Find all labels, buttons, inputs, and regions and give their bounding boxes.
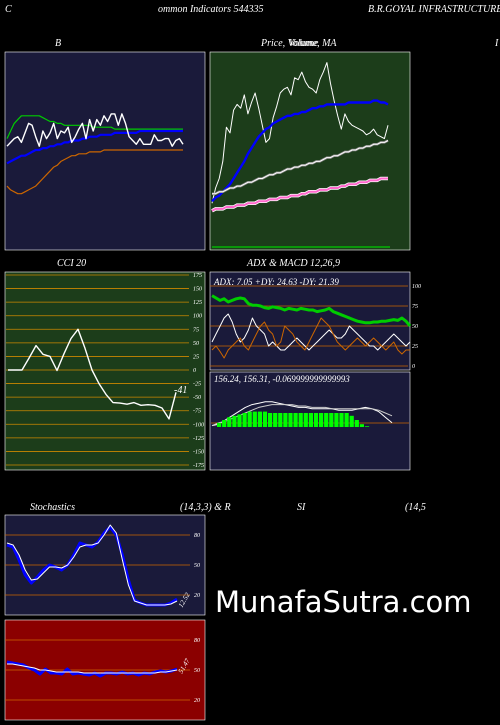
stoch-title-params: (14,3,3) & R [180, 502, 231, 513]
cci-tick-label: -125 [193, 436, 204, 442]
cci-tick-label: 150 [193, 287, 202, 293]
bb-price-line [6, 113, 184, 147]
adx-adx-line [211, 294, 412, 327]
macd-histogram-bar [364, 426, 370, 427]
stoch-tick-label: 20 [194, 593, 200, 599]
cci-value-label: -41 [174, 385, 187, 396]
macd-histogram-bar [262, 411, 268, 427]
adx-tick-label: 75 [412, 304, 418, 310]
stoch-tick-label: 80 [194, 533, 200, 539]
macd-histogram-bar [288, 413, 293, 427]
cci-tick-label: -150 [193, 449, 204, 455]
macd-histogram-bar [222, 420, 227, 427]
adx-values-text: ADX: 7.05 +DY: 24.63 -DY: 21.39 [213, 277, 339, 287]
macd-histogram-bar [313, 413, 319, 427]
adx-title: ADX & MACD 12,26,9 [247, 258, 341, 269]
cci-panel [4, 271, 206, 471]
rsi-rsi-line [6, 660, 178, 678]
rsi-title-params: (14,5 [405, 502, 426, 513]
cci-title: CCI 20 [57, 258, 87, 269]
macd-histogram-bar [293, 413, 298, 427]
cci-tick-label: 175 [193, 273, 202, 279]
header-left-label: C [5, 4, 12, 15]
price-ma_short-line [211, 99, 389, 203]
macd-histogram-bar [349, 415, 354, 427]
adx-tick-label: 100 [412, 284, 421, 290]
macd-histogram-bar [242, 413, 247, 427]
watermark: MunafaSutra.com [215, 585, 472, 619]
macd-histogram-bar [273, 413, 278, 427]
macd-histogram-bar [278, 413, 283, 427]
bb-lower-line [6, 149, 183, 195]
cci-tick-label: -100 [193, 422, 204, 428]
cci-tick-label: -25 [193, 382, 201, 388]
macd-histogram-bar [324, 413, 329, 427]
macd-histogram-bar [268, 413, 273, 427]
cci-tick-label: 100 [193, 314, 202, 320]
macd-histogram-bar [344, 413, 349, 427]
price-price-line [211, 62, 389, 204]
cci-tick-label: 75 [193, 327, 199, 333]
rsi-title: SI [297, 502, 306, 513]
macd-histogram-bar [319, 413, 324, 427]
macd-histogram-bar [232, 415, 237, 427]
macd-histogram-bar [339, 413, 344, 427]
stoch-title: Stochastics [30, 502, 75, 513]
macd-histogram-bar [247, 411, 252, 427]
rsi-rsi_w-line [7, 663, 178, 674]
macd-histogram-bar [354, 420, 359, 427]
macd-signal-line [211, 404, 393, 427]
cci-tick-label: -75 [193, 409, 201, 415]
price-title-overlay: Volume [289, 38, 319, 49]
macd-histogram-bar [308, 413, 313, 427]
cci-tick-label: 0 [193, 368, 196, 374]
macd-histogram-bar [217, 422, 222, 427]
rsi-tick-label: 50 [194, 668, 200, 674]
cci-tick-label: -175 [193, 463, 204, 469]
macd-histogram-bar [329, 413, 334, 427]
header-title: ommon Indicators 544335 [158, 4, 264, 15]
header-company: B.R.GOYAL INFRASTRUCTURE LIMI [368, 4, 500, 15]
adx-plus_di-line [211, 313, 411, 351]
macd-histogram-bar [257, 411, 262, 427]
price-title-right: I [495, 38, 499, 49]
macd-macd-line [211, 401, 393, 427]
macd-histogram-bar [227, 417, 232, 427]
price-title: Price, Volume, MA [261, 38, 337, 49]
cci-tick-label: 25 [193, 354, 199, 360]
macd-histogram-bar [359, 424, 364, 427]
adx-minus_di-line [211, 317, 410, 359]
macd-histogram-bar [252, 411, 257, 427]
adx-tick-label: 25 [412, 344, 418, 350]
bb-middle-line [6, 129, 183, 165]
macd-histogram-bar [237, 414, 242, 427]
cci-tick-label: 50 [193, 341, 199, 347]
adx-tick-label: 0 [412, 364, 415, 370]
adx-tick-label: 50 [412, 324, 418, 330]
macd-histogram-bar [303, 413, 308, 427]
price-ma_long-line [211, 177, 388, 212]
rsi-tick-label: 80 [194, 638, 200, 644]
bb-title: B [55, 38, 62, 49]
cci-tick-label: -50 [193, 395, 201, 401]
price-ma_mid-line [212, 140, 389, 195]
cci-cci-line [8, 328, 177, 420]
macd-histogram-bar [283, 413, 288, 427]
stoch-d-line [6, 524, 178, 606]
macd-values-text: 156.24, 156.31, -0.069999999999993 [214, 374, 350, 384]
macd-histogram-bar [298, 413, 303, 427]
stoch-tick-label: 50 [194, 563, 200, 569]
macd-histogram-bar [334, 413, 339, 427]
cci-tick-label: 125 [193, 300, 202, 306]
rsi-tick-label: 20 [194, 698, 200, 704]
price-panel [209, 51, 411, 251]
